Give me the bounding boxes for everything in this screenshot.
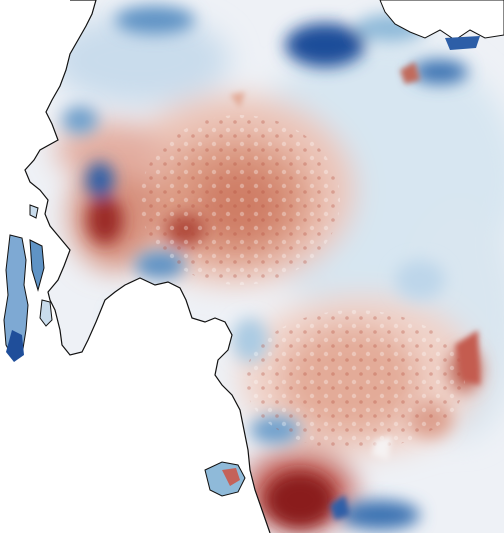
south-island [204,461,246,497]
north-coast [379,0,504,50]
coastline [24,0,271,533]
west-islands [3,204,53,362]
